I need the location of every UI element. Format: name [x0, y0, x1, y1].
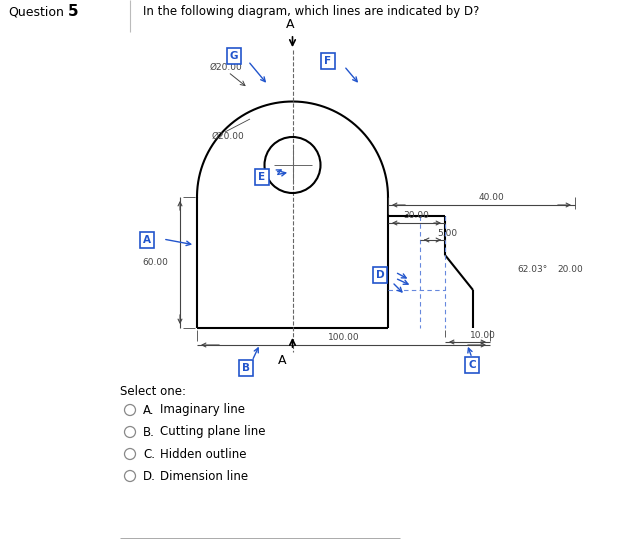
Text: 10.00: 10.00 [470, 330, 496, 339]
Text: 40.00: 40.00 [479, 194, 505, 203]
Text: Select one:: Select one: [120, 385, 186, 398]
Text: E: E [258, 172, 266, 182]
Text: Ø20.00: Ø20.00 [210, 63, 242, 72]
Text: 62.03°: 62.03° [518, 265, 548, 274]
Text: Question: Question [8, 6, 64, 18]
Text: Ø20.00: Ø20.00 [212, 132, 245, 141]
Text: D.: D. [143, 469, 156, 483]
Text: Imaginary line: Imaginary line [160, 404, 245, 417]
Text: 5.00: 5.00 [437, 228, 458, 237]
Text: F: F [325, 56, 332, 66]
Text: 100.00: 100.00 [328, 334, 360, 343]
Text: C: C [468, 360, 476, 370]
Text: A: A [285, 18, 294, 31]
Text: 20.00: 20.00 [557, 265, 583, 274]
Text: A: A [143, 235, 151, 245]
Text: In the following diagram, which lines are indicated by D?: In the following diagram, which lines ar… [143, 6, 479, 18]
Text: 30.00: 30.00 [404, 212, 429, 221]
Text: Cutting plane line: Cutting plane line [160, 426, 265, 438]
Text: A.: A. [143, 404, 154, 417]
Text: Hidden outline: Hidden outline [160, 447, 246, 460]
Text: A: A [277, 354, 286, 367]
Text: Dimension line: Dimension line [160, 469, 248, 483]
Text: G: G [230, 51, 238, 61]
Text: 5: 5 [68, 4, 78, 20]
Text: B: B [242, 363, 250, 373]
Text: C.: C. [143, 447, 155, 460]
Text: 60.00: 60.00 [142, 258, 168, 267]
Text: B.: B. [143, 426, 155, 438]
Text: D: D [376, 270, 384, 280]
